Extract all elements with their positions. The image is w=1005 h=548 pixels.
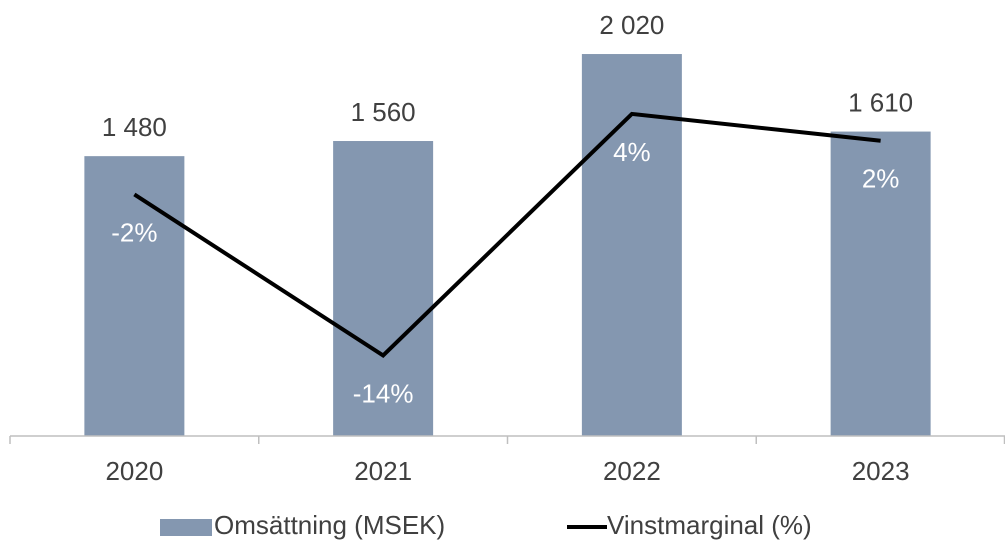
bar (830, 131, 931, 436)
bar-value-label: 1 560 (351, 97, 416, 127)
bar (581, 54, 682, 436)
x-tick-label: 2021 (354, 456, 412, 486)
line-value-label: 4% (613, 137, 651, 167)
line-value-label: -14% (353, 378, 414, 408)
line-value-label: -2% (111, 217, 157, 247)
bar-value-label: 1 610 (848, 87, 913, 117)
x-tick-label: 2023 (852, 456, 910, 486)
x-tick-label: 2020 (105, 456, 163, 486)
line-series (133, 111, 881, 359)
x-tick-label: 2022 (603, 456, 661, 486)
bar-value-label: 1 480 (102, 112, 167, 142)
bar-value-label: 2 020 (599, 10, 664, 40)
legend-swatch (160, 519, 212, 536)
legend-label: Omsättning (MSEK) (214, 510, 445, 540)
line-value-label: 2% (862, 164, 900, 194)
bar (84, 156, 185, 437)
bar (333, 141, 434, 436)
legend-label: Vinstmarginal (%) (607, 510, 812, 540)
